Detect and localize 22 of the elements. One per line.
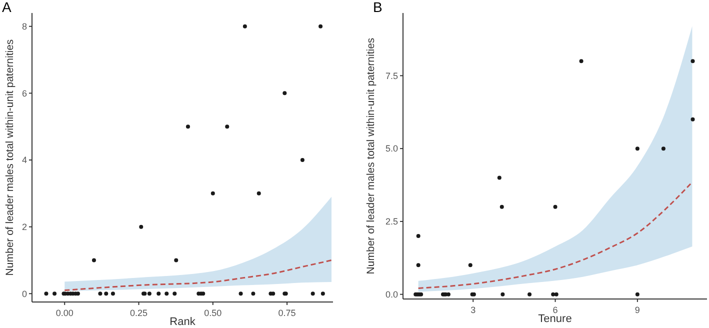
y-tick-label: 4 xyxy=(22,155,27,166)
y-axis-title: Number of leader males total within-unit paternities xyxy=(365,38,377,274)
y-tick-label: 2 xyxy=(22,222,27,232)
chart-title: B xyxy=(373,0,382,15)
x-axis-title: Tenure xyxy=(538,313,572,325)
x-tick-label: 9 xyxy=(634,305,640,315)
y-tick-label: 8 xyxy=(22,22,27,32)
y-axis-title: Number of leader males total within-unit paternities xyxy=(4,39,16,276)
y-tick-label: 6 xyxy=(22,88,27,98)
x-tick-label: 0.00 xyxy=(56,308,74,318)
y-tick-label: 0.0 xyxy=(385,289,398,300)
x-tick-label: 0.50 xyxy=(204,308,222,318)
x-tick-label: 0.25 xyxy=(130,308,148,318)
y-tick-label: 0 xyxy=(22,288,27,299)
x-axis-title: Rank xyxy=(170,316,196,328)
chart-title: A xyxy=(2,0,12,15)
y-tick-label: 2.5 xyxy=(385,216,398,227)
y-tick-label: 5.0 xyxy=(385,144,398,154)
x-tick-label: 3 xyxy=(470,305,476,315)
y-tick-label: 7.5 xyxy=(385,70,398,81)
x-tick-label: 6 xyxy=(552,305,558,315)
x-tick-label: 0.75 xyxy=(278,308,296,318)
